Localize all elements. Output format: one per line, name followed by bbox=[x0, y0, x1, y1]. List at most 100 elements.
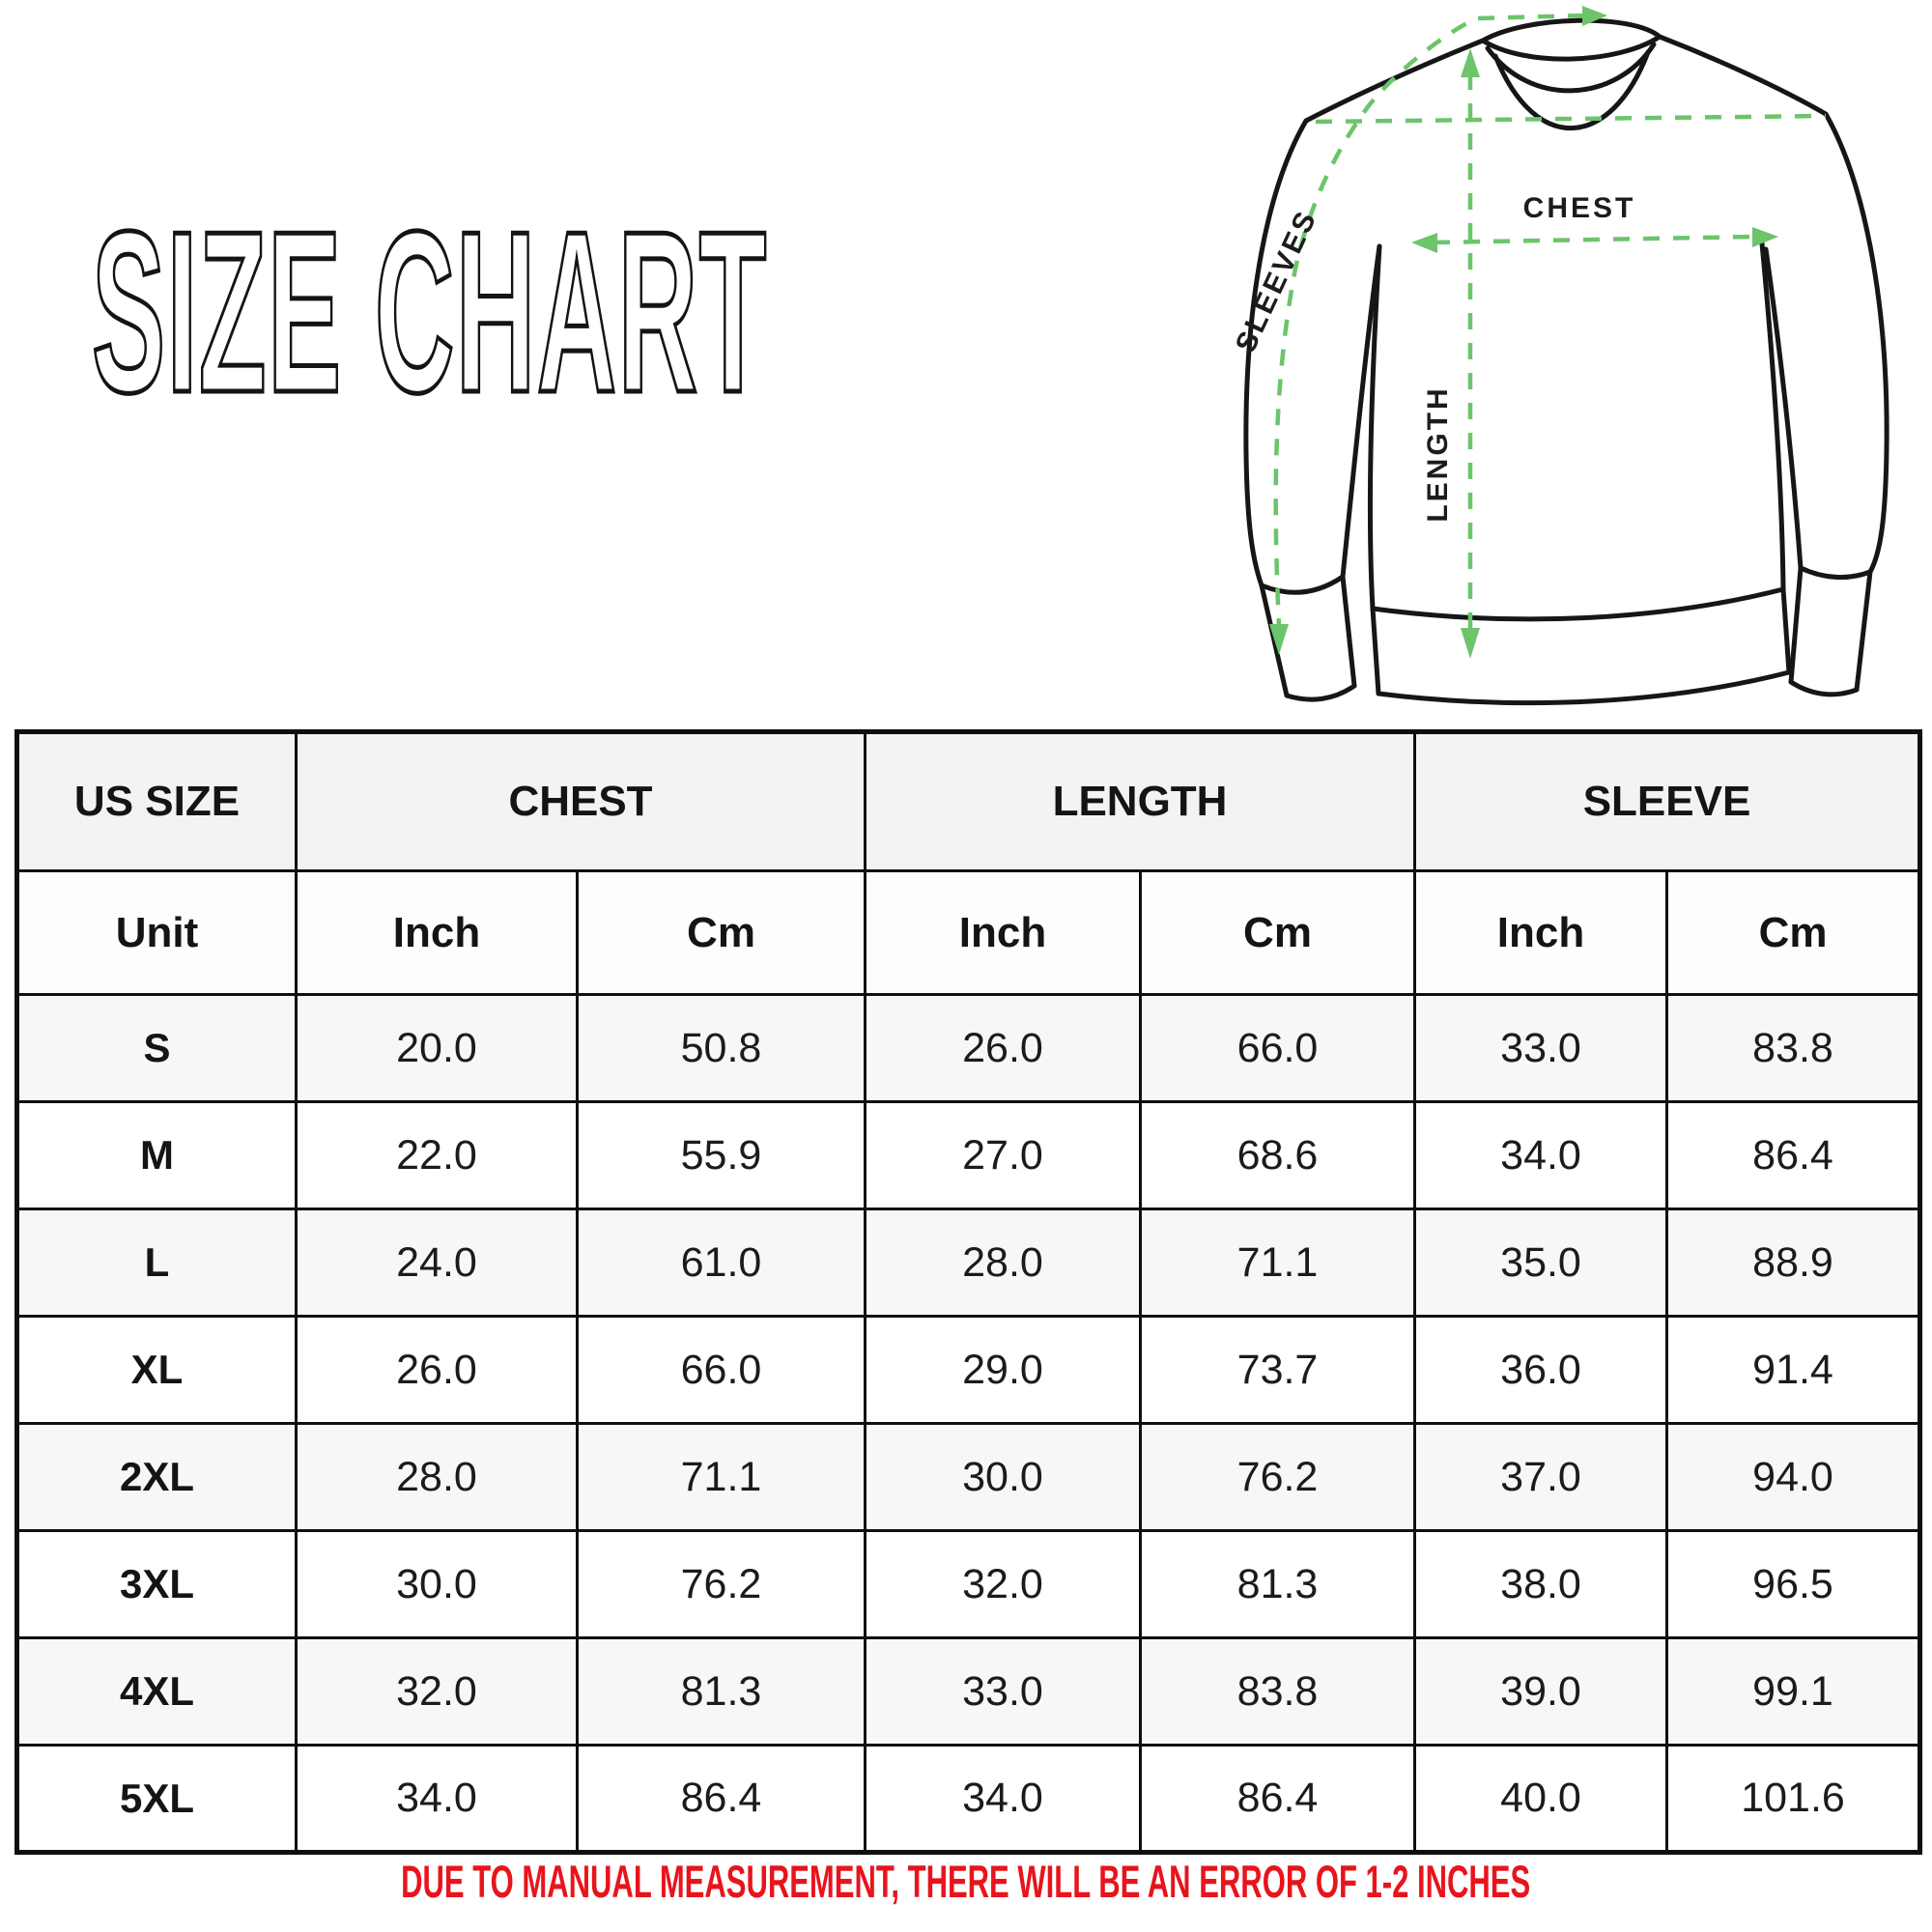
measure-cell: 24.0 bbox=[295, 1208, 579, 1318]
measure-cell: 34.0 bbox=[295, 1744, 579, 1854]
size-row: L 24.0 61.0 28.0 71.1 35.0 88.9 bbox=[15, 1208, 1922, 1318]
size-label: L bbox=[15, 1208, 298, 1318]
measure-cell: 38.0 bbox=[1413, 1529, 1669, 1639]
measure-cell: 20.0 bbox=[295, 993, 579, 1103]
chest-measure-line bbox=[1433, 234, 1757, 245]
measure-cell: 33.0 bbox=[864, 1636, 1142, 1747]
measure-cell: 26.0 bbox=[295, 1315, 579, 1425]
sleeve-arrow-right-icon bbox=[1582, 6, 1607, 26]
measure-cell: 32.0 bbox=[864, 1529, 1142, 1639]
measure-cell: 71.1 bbox=[576, 1422, 867, 1532]
measurement-disclaimer: DUE TO MANUAL MEASUREMENT, THERE WILL BE… bbox=[401, 1856, 1531, 1907]
measure-cell: 35.0 bbox=[1413, 1208, 1669, 1318]
length-arrow-up-icon bbox=[1461, 48, 1480, 77]
measure-cell: 81.3 bbox=[1138, 1529, 1417, 1639]
measure-cell: 33.0 bbox=[1413, 993, 1669, 1103]
size-label: S bbox=[15, 993, 298, 1103]
size-label: 5XL bbox=[15, 1744, 298, 1854]
size-table: US SIZE CHEST LENGTH SLEEVE Unit Inch Cm Inch Cm… bbox=[14, 729, 1923, 1855]
shoulder-measure-line bbox=[1315, 113, 1827, 125]
size-label: 4XL bbox=[15, 1636, 298, 1747]
measure-cell: 86.4 bbox=[1665, 1100, 1922, 1210]
size-row: 5XL 34.0 86.4 34.0 86.4 40.0 101.6 bbox=[15, 1744, 1922, 1854]
chest-arrow-left-icon bbox=[1411, 233, 1437, 253]
sleeves-label: SLEEVES bbox=[1230, 205, 1323, 357]
measure-cell: 34.0 bbox=[1413, 1100, 1669, 1210]
group-header-row: US SIZE CHEST LENGTH SLEEVE bbox=[15, 730, 1922, 872]
measure-cell: 76.2 bbox=[576, 1529, 867, 1639]
sleeve-measure-line bbox=[1273, 13, 1585, 627]
measure-cell: 50.8 bbox=[576, 993, 867, 1103]
unit-cell: Cm bbox=[1138, 869, 1417, 996]
col-length: LENGTH bbox=[863, 730, 1417, 872]
measure-cell: 99.1 bbox=[1665, 1636, 1922, 1747]
measurement-lines bbox=[1273, 13, 1827, 628]
length-arrow-down-icon bbox=[1461, 628, 1480, 659]
size-row: S 20.0 50.8 26.0 66.0 33.0 83.8 bbox=[15, 993, 1922, 1103]
measure-cell: 29.0 bbox=[864, 1315, 1142, 1425]
size-row: 4XL 32.0 81.3 33.0 83.8 39.0 99.1 bbox=[15, 1636, 1922, 1747]
unit-cell: Inch bbox=[864, 869, 1142, 996]
measure-cell: 101.6 bbox=[1665, 1744, 1922, 1854]
measure-cell: 22.0 bbox=[295, 1100, 579, 1210]
unit-cell: Unit bbox=[15, 869, 298, 996]
measure-cell: 37.0 bbox=[1413, 1422, 1669, 1532]
size-table-body: US SIZE CHEST LENGTH SLEEVE Unit Inch Cm Inch Cm… bbox=[15, 730, 1922, 1854]
measure-cell: 71.1 bbox=[1138, 1208, 1417, 1318]
measure-cell: 30.0 bbox=[295, 1529, 579, 1639]
measure-cell: 94.0 bbox=[1665, 1422, 1922, 1532]
size-row: M 22.0 55.9 27.0 68.6 34.0 86.4 bbox=[15, 1100, 1922, 1210]
size-label: M bbox=[15, 1100, 298, 1210]
measure-cell: 61.0 bbox=[576, 1208, 867, 1318]
measure-cell: 96.5 bbox=[1665, 1529, 1922, 1639]
unit-cell: Cm bbox=[576, 869, 867, 996]
measure-cell: 55.9 bbox=[576, 1100, 867, 1210]
unit-cell: Cm bbox=[1665, 869, 1922, 996]
measure-cell: 66.0 bbox=[576, 1315, 867, 1425]
size-label: 3XL bbox=[15, 1529, 298, 1639]
measure-cell: 28.0 bbox=[295, 1422, 579, 1532]
page-title-wrap: SIZE CHART bbox=[91, 195, 865, 430]
unit-row: Unit Inch Cm Inch Cm Inch Cm bbox=[15, 869, 1922, 996]
measure-cell: 32.0 bbox=[295, 1636, 579, 1747]
measure-cell: 68.6 bbox=[1138, 1100, 1417, 1210]
measure-cell: 86.4 bbox=[1138, 1744, 1417, 1854]
sweatshirt-diagram: SLEEVES CHEST LENGTH bbox=[1230, 6, 1889, 706]
measure-cell: 40.0 bbox=[1413, 1744, 1669, 1854]
unit-cell: Inch bbox=[1413, 869, 1669, 996]
measure-cell: 27.0 bbox=[864, 1100, 1142, 1210]
measure-cell: 39.0 bbox=[1413, 1636, 1669, 1747]
measure-cell: 81.3 bbox=[576, 1636, 867, 1747]
measure-cell: 73.7 bbox=[1138, 1315, 1417, 1425]
measure-cell: 83.8 bbox=[1138, 1636, 1417, 1747]
col-chest: CHEST bbox=[295, 730, 867, 872]
col-us-size: US SIZE bbox=[15, 730, 298, 872]
measure-cell: 86.4 bbox=[576, 1744, 867, 1854]
page-title: SIZE CHART bbox=[91, 185, 768, 440]
chest-arrow-right-icon bbox=[1752, 227, 1778, 247]
measurement-arrowheads bbox=[1269, 6, 1778, 659]
col-sleeve: SLEEVE bbox=[1413, 730, 1922, 872]
size-label: XL bbox=[15, 1315, 298, 1425]
measure-cell: 66.0 bbox=[1138, 993, 1417, 1103]
size-row: XL 26.0 66.0 29.0 73.7 36.0 91.4 bbox=[15, 1315, 1922, 1425]
measure-cell: 26.0 bbox=[864, 993, 1142, 1103]
chest-label: CHEST bbox=[1523, 192, 1636, 224]
unit-cell: Inch bbox=[295, 869, 579, 996]
measure-cell: 88.9 bbox=[1665, 1208, 1922, 1318]
measure-cell: 28.0 bbox=[864, 1208, 1142, 1318]
footer: DUE TO MANUAL MEASUREMENT, THERE WILL BE… bbox=[0, 1857, 1932, 1907]
size-row: 2XL 28.0 71.1 30.0 76.2 37.0 94.0 bbox=[15, 1422, 1922, 1532]
measure-cell: 34.0 bbox=[864, 1744, 1142, 1854]
measure-cell: 36.0 bbox=[1413, 1315, 1669, 1425]
sweatshirt-outline bbox=[1243, 17, 1889, 706]
length-label: LENGTH bbox=[1422, 385, 1454, 522]
measure-cell: 83.8 bbox=[1665, 993, 1922, 1103]
size-label: 2XL bbox=[15, 1422, 298, 1532]
measure-cell: 76.2 bbox=[1138, 1422, 1417, 1532]
measure-cell: 30.0 bbox=[864, 1422, 1142, 1532]
size-row: 3XL 30.0 76.2 32.0 81.3 38.0 96.5 bbox=[15, 1529, 1922, 1639]
measure-cell: 91.4 bbox=[1665, 1315, 1922, 1425]
sleeve-arrow-down-icon bbox=[1269, 624, 1289, 655]
